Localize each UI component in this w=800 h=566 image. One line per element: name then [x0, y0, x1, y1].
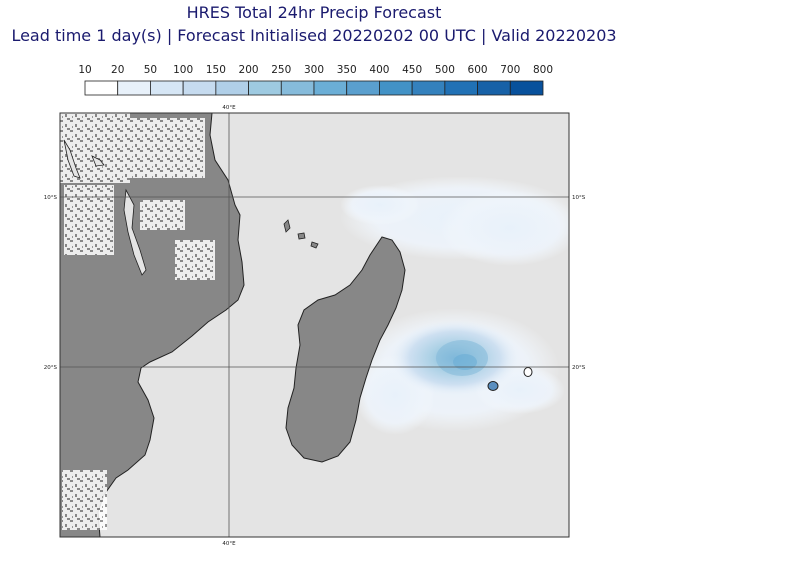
- colorbar-tick-label: 250: [271, 64, 291, 76]
- lat-label-left-20s: 20°S: [44, 365, 58, 371]
- chart-title: HRES Total 24hr Precip Forecast: [186, 3, 442, 22]
- colorbar-tick-label: 450: [402, 64, 422, 76]
- lake-tanganyika: [63, 139, 81, 179]
- lat-label-right-20s: 20°S: [572, 365, 586, 371]
- colorbar-swatch: [509, 80, 544, 96]
- lon-label-bottom: 40°E: [222, 541, 236, 547]
- lake-malawi: [123, 188, 147, 276]
- colorbar-tick-label: 10: [78, 64, 91, 76]
- graticule: [60, 113, 569, 537]
- comoros-island: [283, 219, 291, 233]
- colorbar-tick-label: 150: [206, 64, 226, 76]
- precip-over-land: [60, 113, 215, 530]
- colorbar-tick-label: 300: [304, 64, 324, 76]
- colorbar-tick-label: 200: [239, 64, 259, 76]
- lon-label-top: 40°E: [222, 105, 236, 111]
- comoros-island: [297, 232, 306, 240]
- map-frame: [59, 112, 570, 538]
- comoros-island: [310, 241, 319, 249]
- lat-label-right-10s: 10°S: [572, 195, 586, 201]
- colorbar-tick-label: 400: [369, 64, 389, 76]
- colorbar-tick-label: 500: [435, 64, 455, 76]
- colorbar-tick-label: 100: [173, 64, 193, 76]
- colorbar-tick-label: 350: [337, 64, 357, 76]
- colorbar-tick-label: 600: [468, 64, 488, 76]
- lake-victoria-edge: [91, 155, 105, 167]
- mauritius-island: [523, 367, 533, 377]
- reunion-island: [487, 381, 499, 391]
- colorbar-tick-label: 20: [111, 64, 124, 76]
- colorbar-tick-label: 700: [500, 64, 520, 76]
- madagascar-landmass: [285, 236, 406, 463]
- colorbar-tick-label: 800: [533, 64, 553, 76]
- lat-label-left-10s: 10°S: [44, 195, 58, 201]
- chart-subtitle: Lead time 1 day(s) | Forecast Initialise…: [11, 26, 617, 45]
- colorbar-tick-label: 50: [144, 64, 157, 76]
- precip-colorbar: 10 20 50 100 150 200 250 300 350 400 450 500 600 700 8…: [78, 64, 553, 96]
